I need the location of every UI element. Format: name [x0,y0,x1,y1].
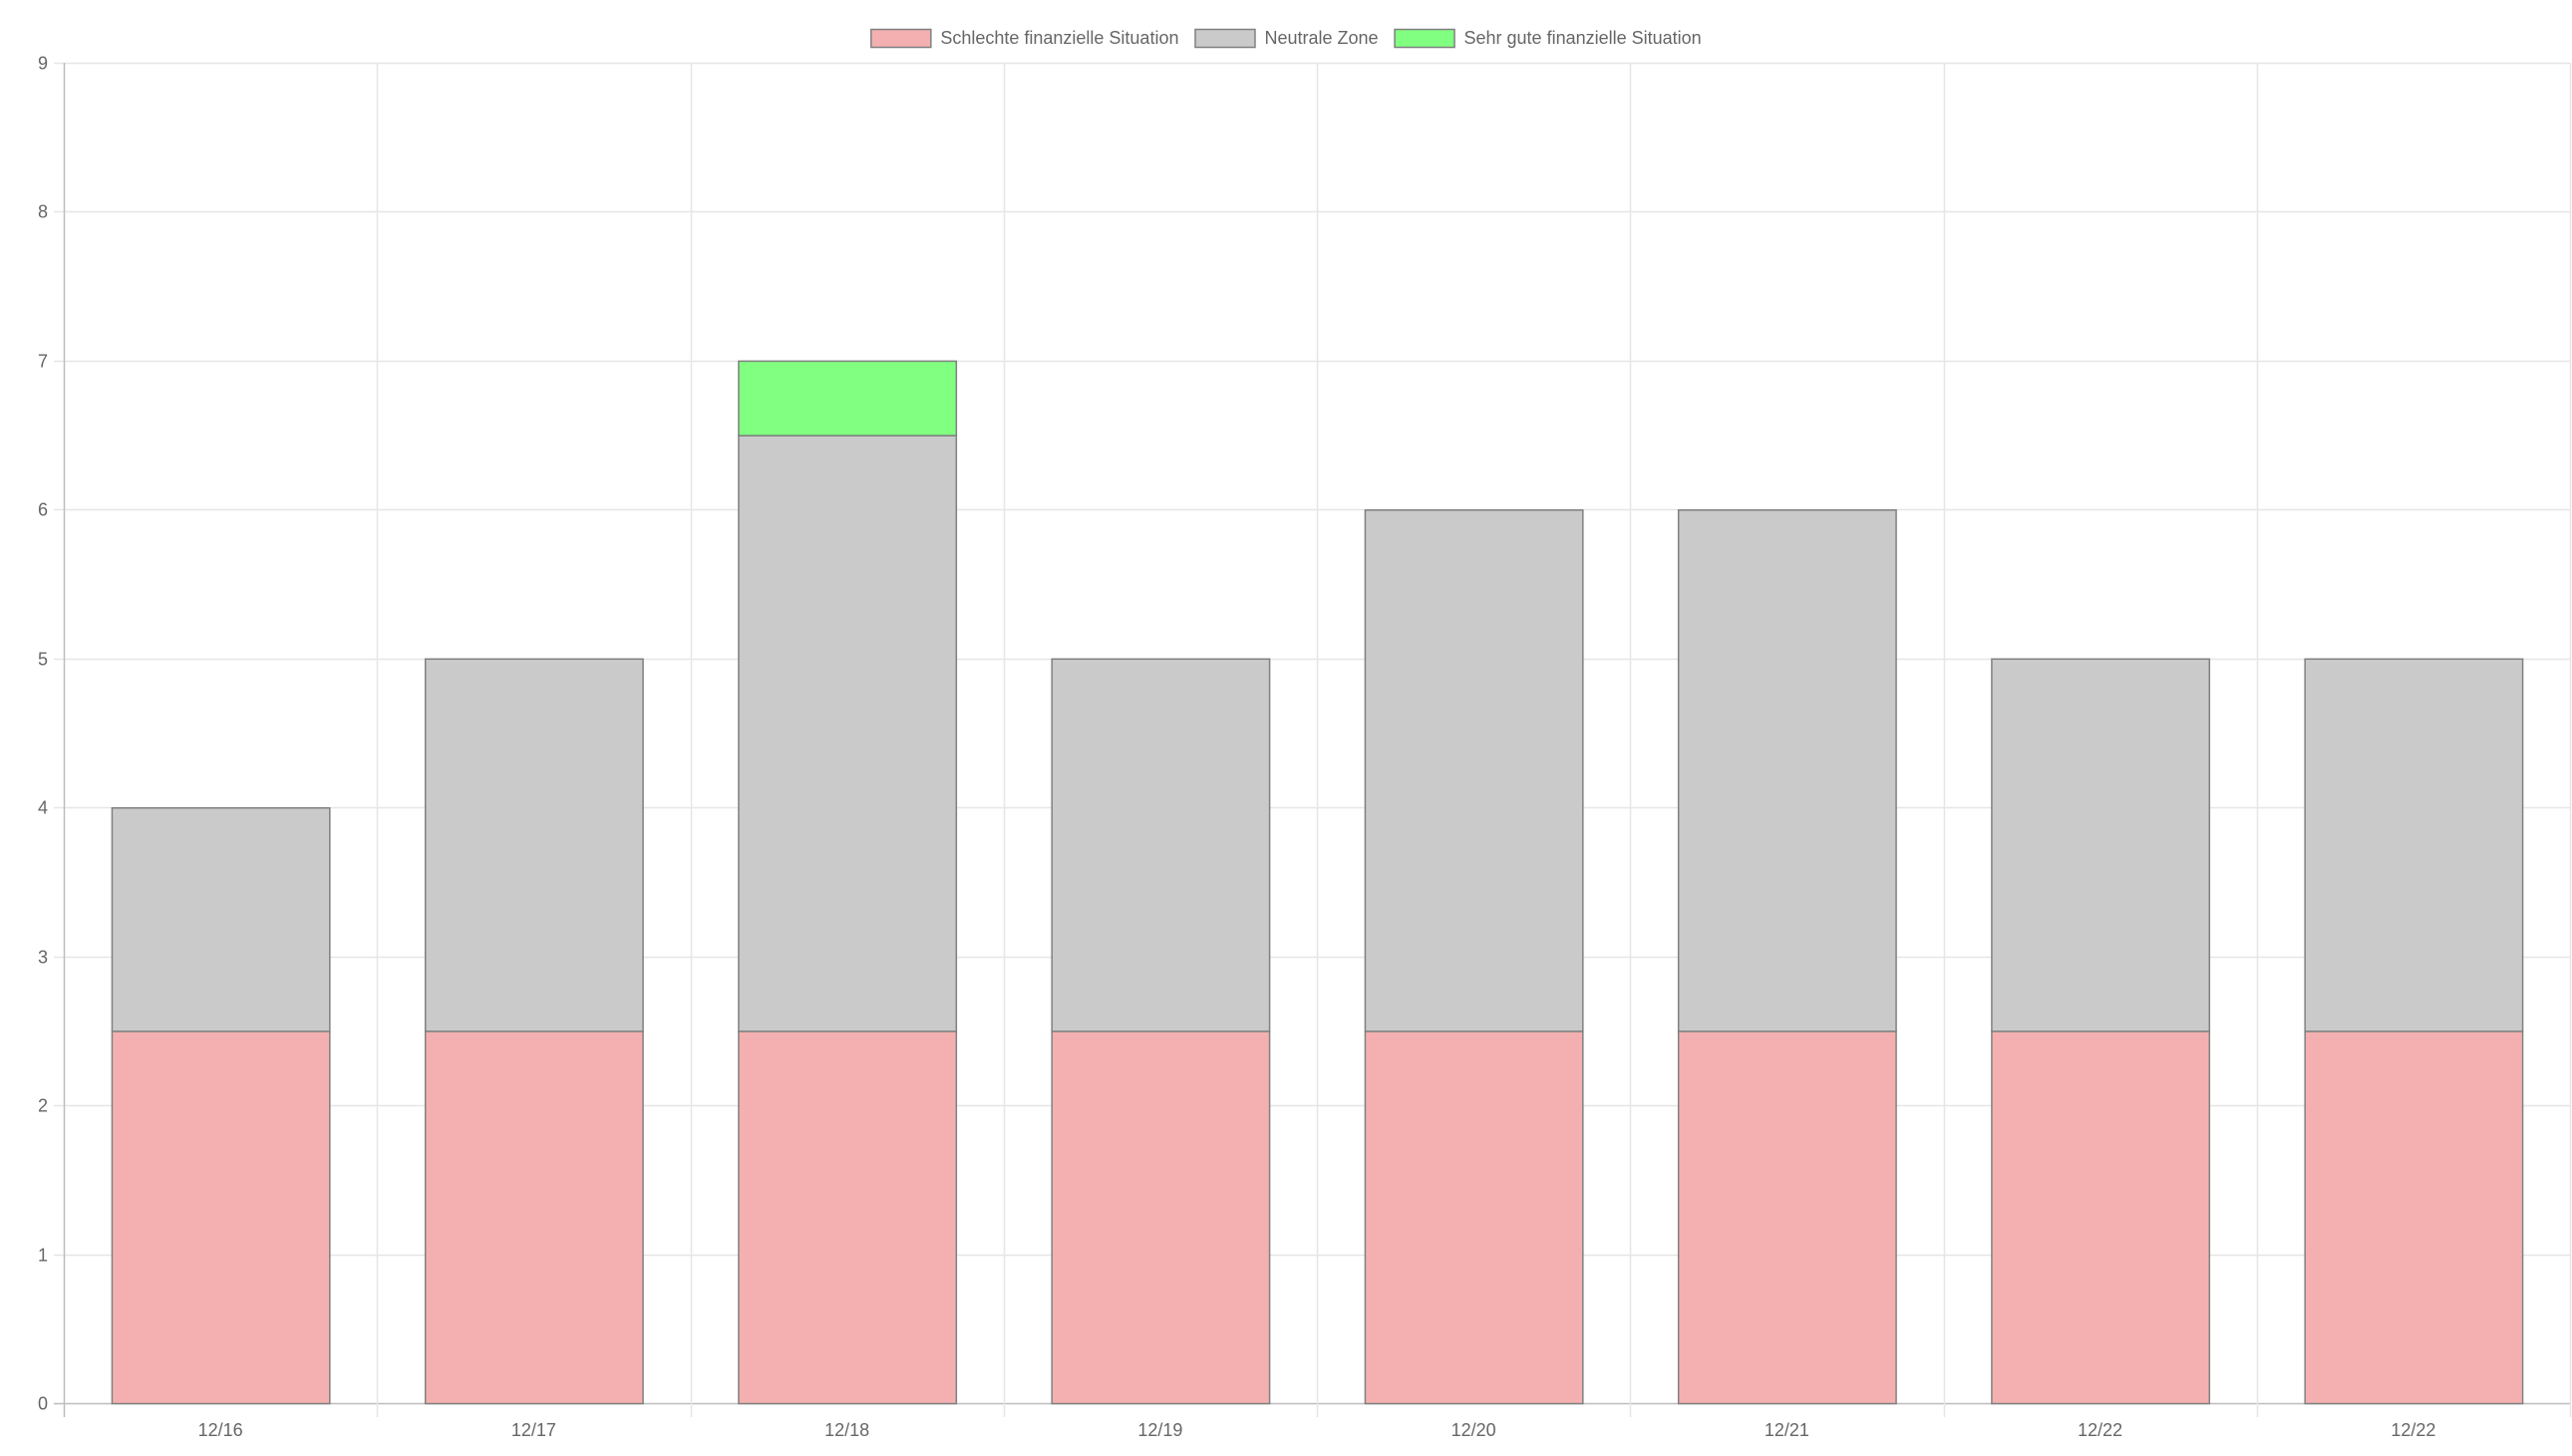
legend-label: Neutrale Zone [1264,28,1378,48]
y-tick-label: 3 [38,948,48,968]
legend: Schlechte finanzielle Situation Neutrale … [870,28,1702,49]
bar-segment-schlechte-finanzielle-situation-3[interactable] [738,1030,958,1405]
bar-segment-neutrale-zone-8[interactable] [2304,658,2524,1032]
y-tick-label: 6 [38,500,48,520]
bar-segment-schlechte-finanzielle-situation-1[interactable] [111,1030,331,1405]
y-tick-label: 9 [38,54,48,74]
y-tick-label: 0 [38,1394,48,1414]
legend-label: Sehr gute finanzielle Situation [1464,28,1702,48]
bar-segment-schlechte-finanzielle-situation-6[interactable] [1677,1030,1897,1405]
bar-segment-sehr-gute-finanzielle-situation-3[interactable] [738,360,958,437]
bar-segment-schlechte-finanzielle-situation-4[interactable] [1051,1030,1271,1405]
bars-layer [111,360,2524,1405]
bar-segment-schlechte-finanzielle-situation-8[interactable] [2304,1030,2524,1405]
x-tick-label: 12/18 [824,1420,869,1440]
y-tick-label: 2 [38,1096,48,1116]
axis-layer: 0 1 2 3 4 5 6 7 8 9 12/16 12/17 12/18 12/19 12/20 12/21… [38,54,2435,1441]
bar-segment-neutrale-zone-6[interactable] [1677,509,1897,1032]
y-tick-label: 8 [38,202,48,222]
legend-item-sehr-gute-finanzielle-situation[interactable]: Sehr gute finanzielle Situation [1394,28,1702,49]
bar-segment-schlechte-finanzielle-situation-2[interactable] [424,1030,644,1405]
y-tick-label: 4 [38,798,48,818]
x-tick-label: 12/19 [1137,1420,1182,1440]
x-tick-label: 12/16 [198,1420,243,1440]
legend-swatch [870,28,932,49]
x-tick-label: 12/21 [1765,1420,1809,1440]
legend-label: Schlechte finanzielle Situation [940,28,1178,48]
bar-segment-neutrale-zone-7[interactable] [1991,658,2211,1032]
bar-segment-schlechte-finanzielle-situation-7[interactable] [1991,1030,2211,1405]
legend-item-neutrale-zone[interactable]: Neutrale Zone [1194,28,1379,49]
x-tick-label: 12/20 [1451,1420,1496,1440]
legend-item-schlechte-finanzielle-situation[interactable]: Schlechte finanzielle Situation [870,28,1179,49]
bar-segment-neutrale-zone-5[interactable] [1364,509,1584,1032]
bar-segment-neutrale-zone-2[interactable] [424,658,644,1032]
y-tick-label: 7 [38,352,48,372]
x-tick-label: 12/22 [2391,1420,2435,1440]
x-tick-label: 12/17 [511,1420,556,1440]
y-tick-label: 1 [38,1246,48,1266]
legend-swatch [1194,28,1256,49]
bar-segment-schlechte-finanzielle-situation-5[interactable] [1364,1030,1584,1405]
bar-segment-neutrale-zone-1[interactable] [111,806,331,1032]
legend-swatch [1394,28,1455,49]
bar-segment-neutrale-zone-3[interactable] [738,435,958,1032]
y-tick-label: 5 [38,650,48,670]
bar-segment-neutrale-zone-4[interactable] [1051,658,1271,1032]
x-tick-label: 12/22 [2078,1420,2122,1440]
